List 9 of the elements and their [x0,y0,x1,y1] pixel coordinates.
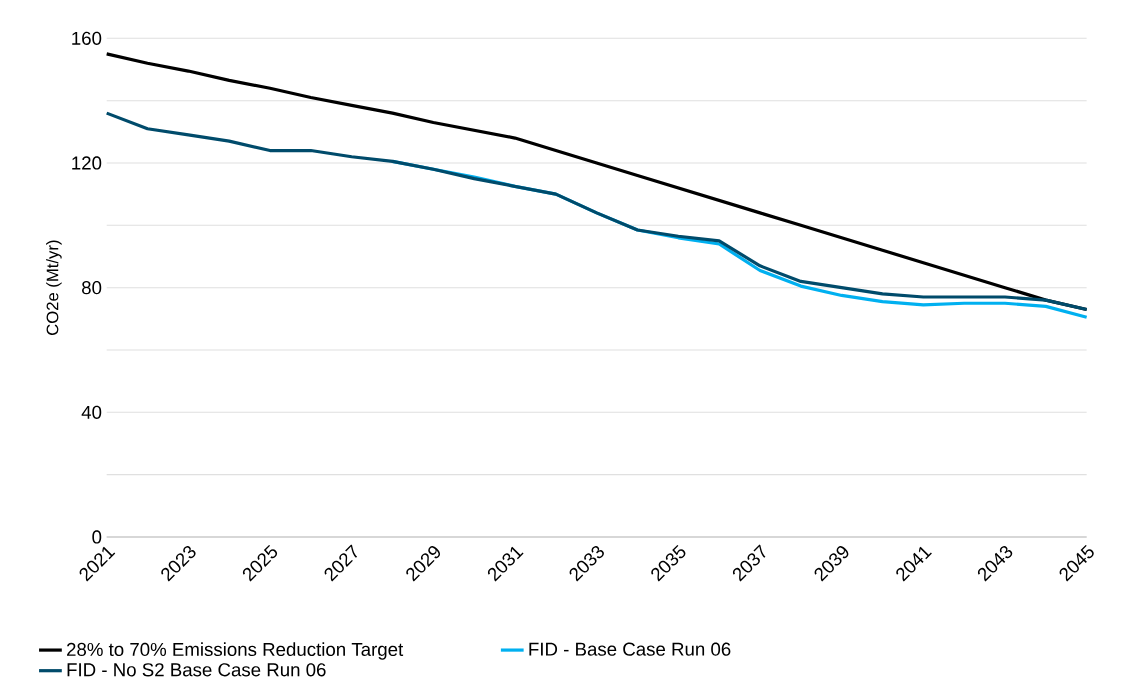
y-axis-title: CO2e (Mt/yr) [46,240,62,335]
y-tick-label: 80 [82,281,102,295]
legend-label: FID - No S2 Base Case Run 06 [67,663,326,677]
y-tick-label: 40 [81,405,102,419]
y-tick-label: 120 [72,156,102,170]
legend-label: FID - Base Case Run 06 [529,642,731,656]
y-tick-label: 160 [72,31,102,45]
legend-label: 28% to 70% Emissions Reduction Target [67,642,404,660]
y-tick-label: 0 [92,530,102,544]
